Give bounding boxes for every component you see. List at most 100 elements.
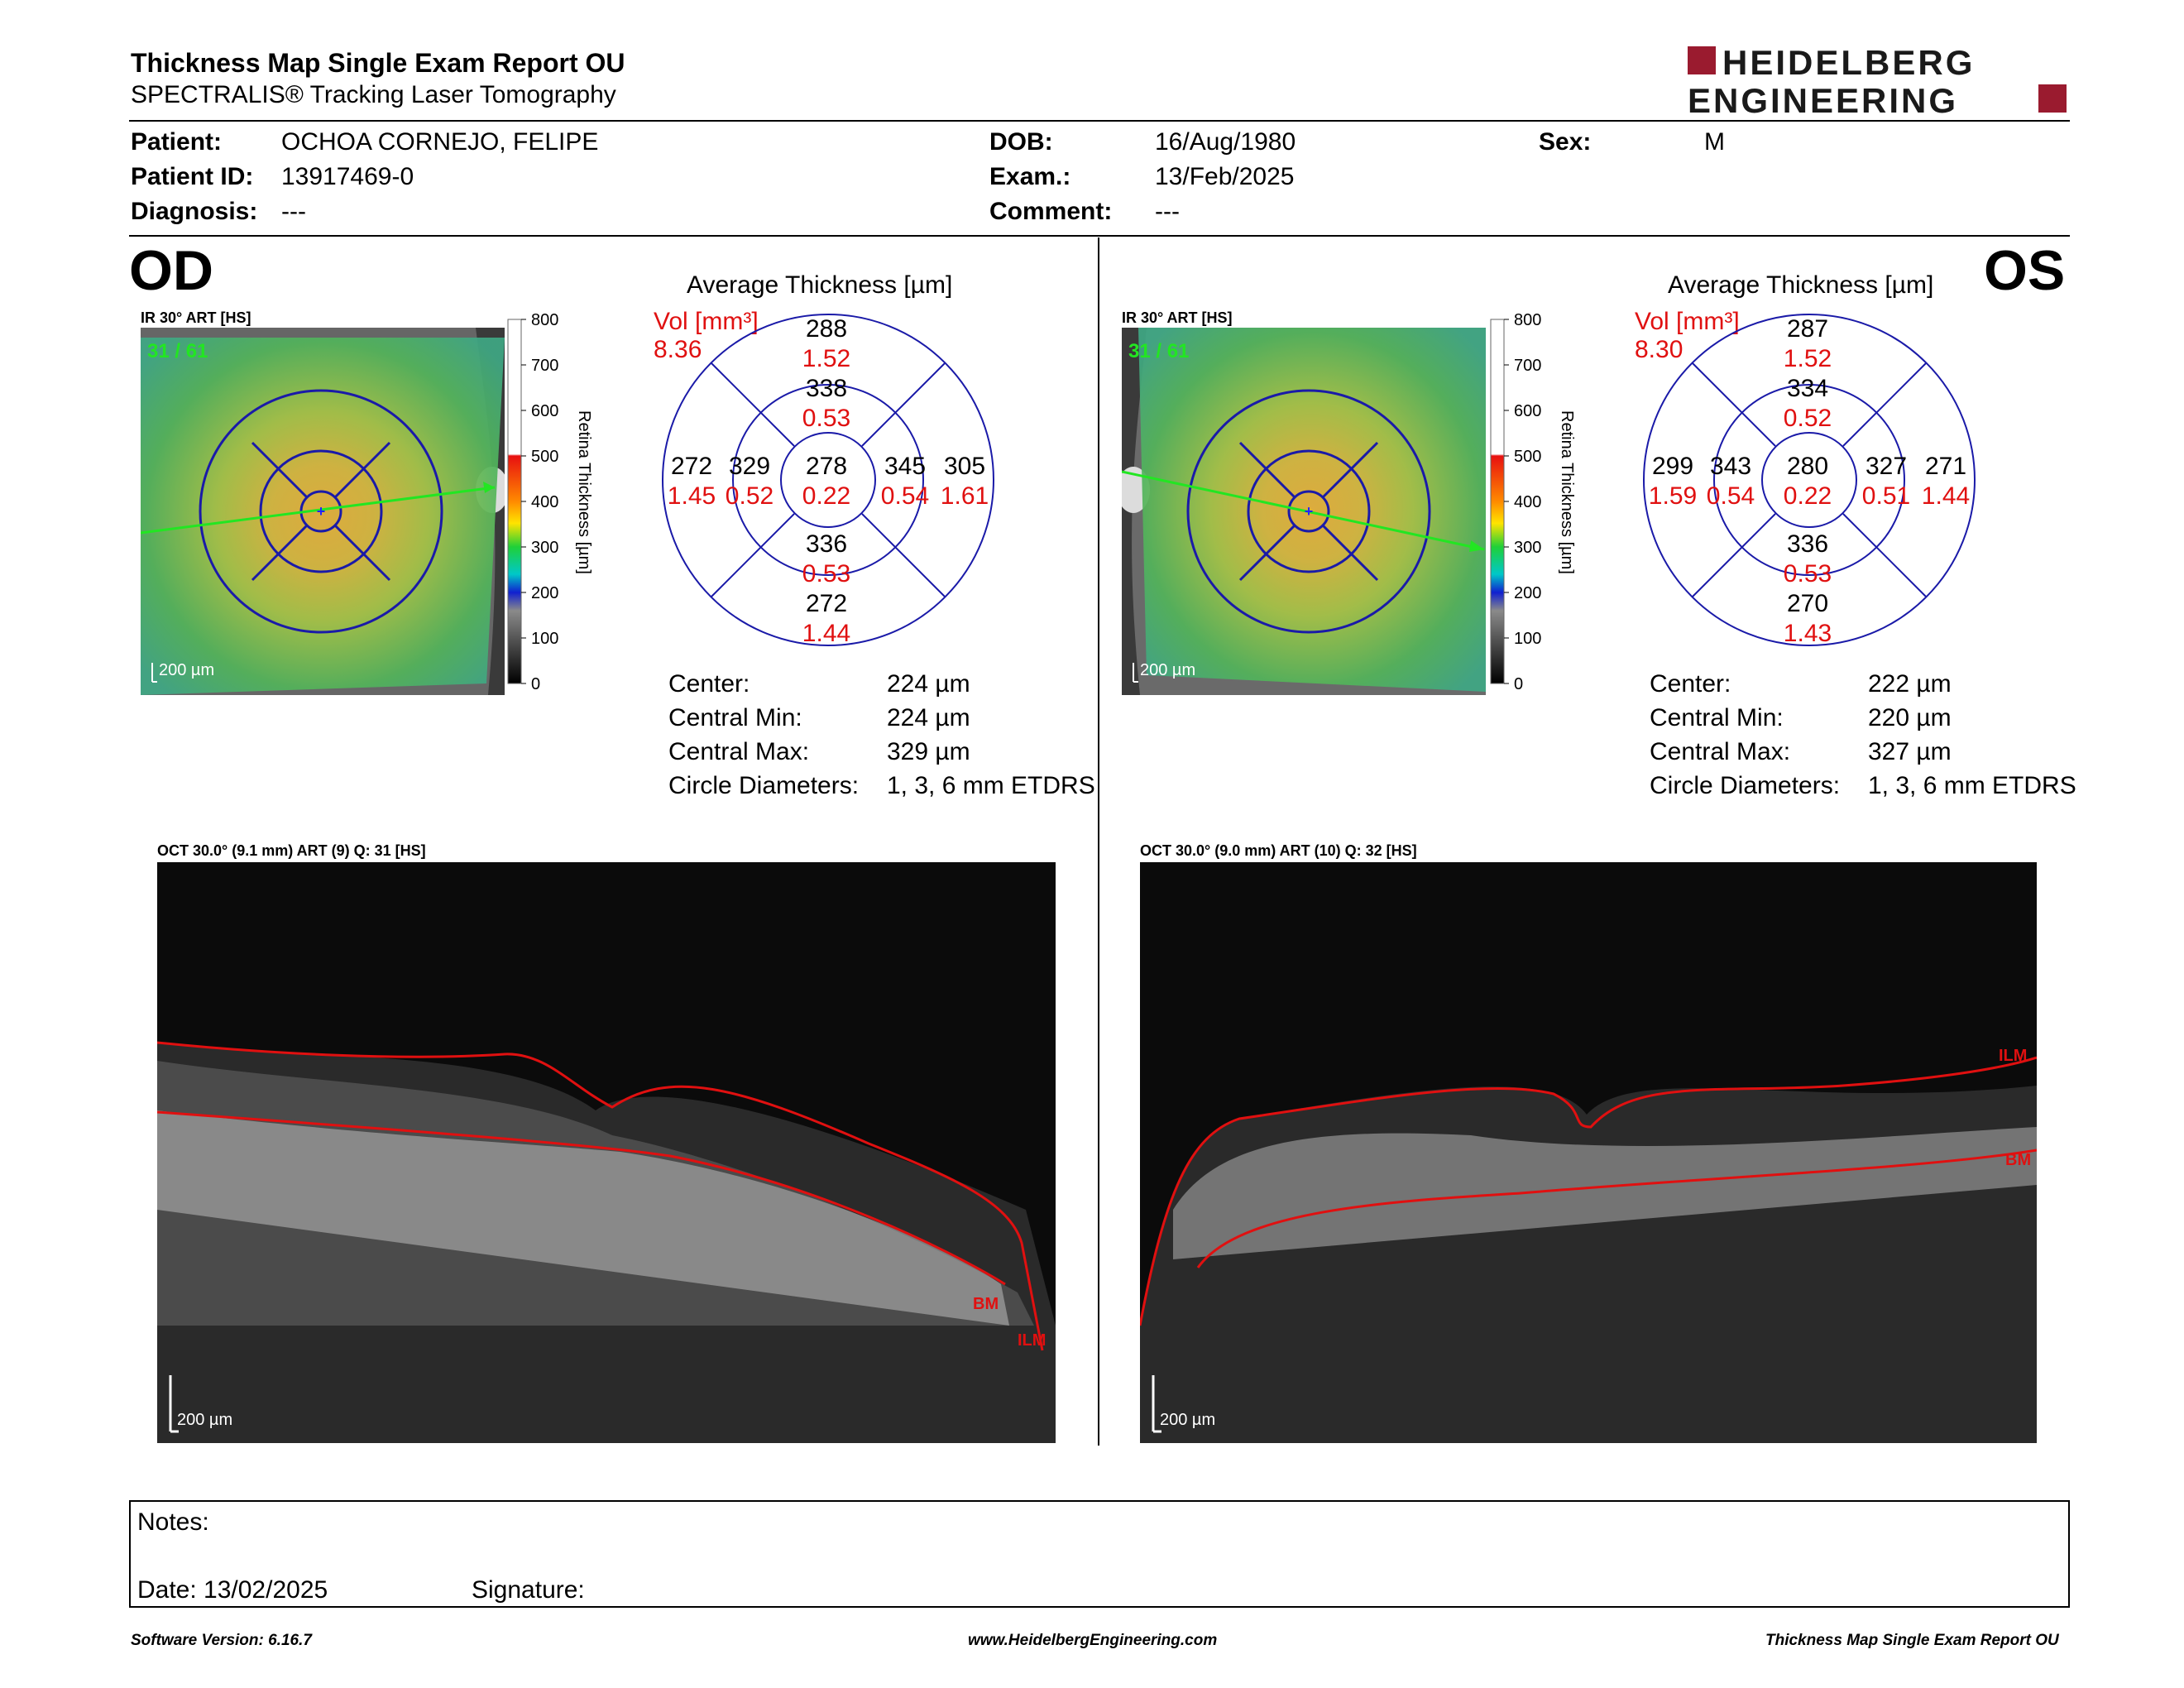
od-oct-scale: 200 µm — [177, 1411, 232, 1429]
os-inner-inf-volume: 0.53 — [1784, 560, 1832, 587]
os-outer-left-thickness: 299 — [1652, 453, 1693, 480]
os-bm-label: BM — [2005, 1151, 2031, 1169]
brand-line1: HEIDELBERG — [1722, 43, 1975, 82]
diagnosis-value: --- — [281, 198, 306, 225]
colorbar-tick-label: 600 — [1514, 402, 1541, 420]
comment-value: --- — [1155, 198, 1180, 225]
report-subtitle: SPECTRALIS® Tracking Laser Tomography — [131, 81, 616, 108]
os-center-label: Center: — [1650, 670, 1731, 698]
colorbar-tick-label: 400 — [1514, 493, 1541, 511]
od-inner-inf-volume: 0.53 — [802, 560, 850, 587]
od-etdrs-grid: 288 1.52 338 0.53 278 0.22 272 1.45 329 … — [662, 314, 994, 647]
os-inner-left-thickness: 343 — [1710, 453, 1751, 480]
od-ilm-label: ILM — [1018, 1331, 1046, 1350]
colorbar-tick-label: 0 — [531, 675, 540, 692]
os-fundus-map: + 31 / 61 200 µm — [1122, 328, 1486, 695]
od-center-thickness: 278 — [806, 453, 847, 480]
od-frame-label: 31 / 61 — [147, 340, 208, 362]
os-outer-inf-thickness: 270 — [1787, 590, 1828, 617]
footer-software-version: Software Version: 6.16.7 — [131, 1632, 312, 1649]
os-inner-sup-thickness: 334 — [1787, 375, 1828, 402]
os-inner-sup-volume: 0.52 — [1784, 405, 1832, 432]
diagnosis-label: Diagnosis: — [131, 198, 258, 225]
od-central-min-label: Central Min: — [668, 704, 802, 731]
od-scale-label: 200 µm — [159, 661, 214, 679]
notes-label: Notes: — [137, 1508, 209, 1536]
od-inner-left-volume: 0.52 — [726, 482, 774, 510]
report-title: Thickness Map Single Exam Report OU — [131, 48, 625, 78]
os-oct-caption: OCT 30.0° (9.0 mm) ART (10) Q: 32 [HS] — [1140, 842, 1417, 859]
colorbar-tick-label: 400 — [531, 493, 558, 511]
info-divider — [129, 235, 2070, 237]
od-fundus-map: + 31 / 61 200 µm — [141, 328, 505, 695]
os-vol-label: Vol [mm³] — [1635, 308, 1740, 335]
patient-name: OCHOA CORNEJO, FELIPE — [281, 128, 599, 156]
os-oct-bscan: ILM BM 200 µm — [1140, 862, 2037, 1443]
signature-label: Signature: — [472, 1576, 585, 1604]
colorbar-tick-label: 100 — [1514, 630, 1541, 648]
os-center-volume: 0.22 — [1784, 482, 1832, 510]
od-center-value: 224 µm — [887, 670, 970, 698]
os-colorbar: 800 700 600 500 400 300 200 100 0 Retina Thicknes… — [1490, 311, 1576, 692]
os-scale-label: 200 µm — [1140, 661, 1195, 679]
od-inner-inf-thickness: 336 — [806, 530, 847, 558]
od-circle-diam-value: 1, 3, 6 mm ETDRS — [887, 772, 1095, 799]
colorbar-tick-label: 700 — [1514, 357, 1541, 375]
colorbar-tick-label: 600 — [531, 402, 558, 420]
od-circle-diam-label: Circle Diameters: — [668, 772, 860, 799]
colorbar-tick-label: 100 — [531, 630, 558, 648]
exam-label: Exam.: — [989, 163, 1071, 190]
os-avg-title: Average Thickness [µm] — [1668, 271, 1934, 299]
os-outer-inf-volume: 1.43 — [1784, 620, 1832, 647]
brand-line2: ENGINEERING — [1688, 81, 1958, 119]
colorbar-tick-label: 200 — [1514, 584, 1541, 602]
colorbar-tick-label: 700 — [531, 357, 558, 375]
colorbar-tick-label: 0 — [1514, 675, 1523, 692]
header-divider — [129, 120, 2070, 122]
od-bm-line — [157, 1110, 1006, 1286]
colorbar-tick-label: 500 — [1514, 448, 1541, 466]
os-eye-label: OS — [1984, 239, 2066, 302]
od-ir-caption: IR 30° ART [HS] — [141, 309, 251, 326]
os-circle-diam-value: 1, 3, 6 mm ETDRS — [1868, 772, 2076, 799]
os-center-value: 222 µm — [1868, 670, 1952, 698]
colorbar-tick-label: 200 — [531, 584, 558, 602]
od-outer-left-thickness: 272 — [671, 453, 712, 480]
os-circle-diam-label: Circle Diameters: — [1650, 772, 1841, 799]
od-inner-right-thickness: 345 — [884, 453, 926, 480]
od-inner-sup-thickness: 338 — [806, 375, 847, 402]
patient-id: 13917469-0 — [281, 163, 414, 190]
colorbar-tick-label: 300 — [1514, 539, 1541, 557]
od-outer-sup-thickness: 288 — [806, 315, 847, 343]
os-vol-total: 8.30 — [1635, 336, 1684, 363]
dob-label: DOB: — [989, 128, 1053, 156]
os-central-max-label: Central Max: — [1650, 738, 1791, 765]
notes-box: Notes: Date: 13/02/2025 Signature: — [129, 1500, 2070, 1608]
patient-id-label: Patient ID: — [131, 163, 254, 190]
os-center-thickness: 280 — [1787, 453, 1828, 480]
dob-value: 16/Aug/1980 — [1155, 128, 1296, 156]
os-central-min-label: Central Min: — [1650, 704, 1784, 731]
od-outer-sup-volume: 1.52 — [802, 345, 850, 372]
od-oct-caption: OCT 30.0° (9.1 mm) ART (9) Q: 31 [HS] — [157, 842, 426, 859]
os-outer-sup-volume: 1.52 — [1784, 345, 1832, 372]
od-bm-label: BM — [973, 1295, 999, 1313]
os-inner-left-volume: 0.54 — [1707, 482, 1755, 510]
od-outer-inf-thickness: 272 — [806, 590, 847, 617]
colorbar-axis-label: Retina Thickness [µm] — [1558, 410, 1576, 574]
eye-separator — [1098, 237, 1099, 1446]
colorbar-tick-label: 300 — [531, 539, 558, 557]
colorbar-tick-label: 800 — [1514, 311, 1541, 329]
od-outer-inf-volume: 1.44 — [802, 620, 850, 647]
os-oct-scale: 200 µm — [1160, 1411, 1215, 1429]
od-central-max-label: Central Max: — [668, 738, 810, 765]
os-bm-line — [1196, 1149, 2037, 1268]
exam-value: 13/Feb/2025 — [1155, 163, 1295, 190]
od-avg-title: Average Thickness [µm] — [687, 271, 953, 299]
os-inner-right-thickness: 327 — [1866, 453, 1907, 480]
od-vol-total: 8.36 — [654, 336, 702, 363]
svg-text:+: + — [1305, 503, 1314, 520]
od-ilm-line — [157, 1041, 1044, 1351]
os-ir-caption: IR 30° ART [HS] — [1122, 309, 1233, 326]
sex-value: M — [1704, 128, 1725, 156]
